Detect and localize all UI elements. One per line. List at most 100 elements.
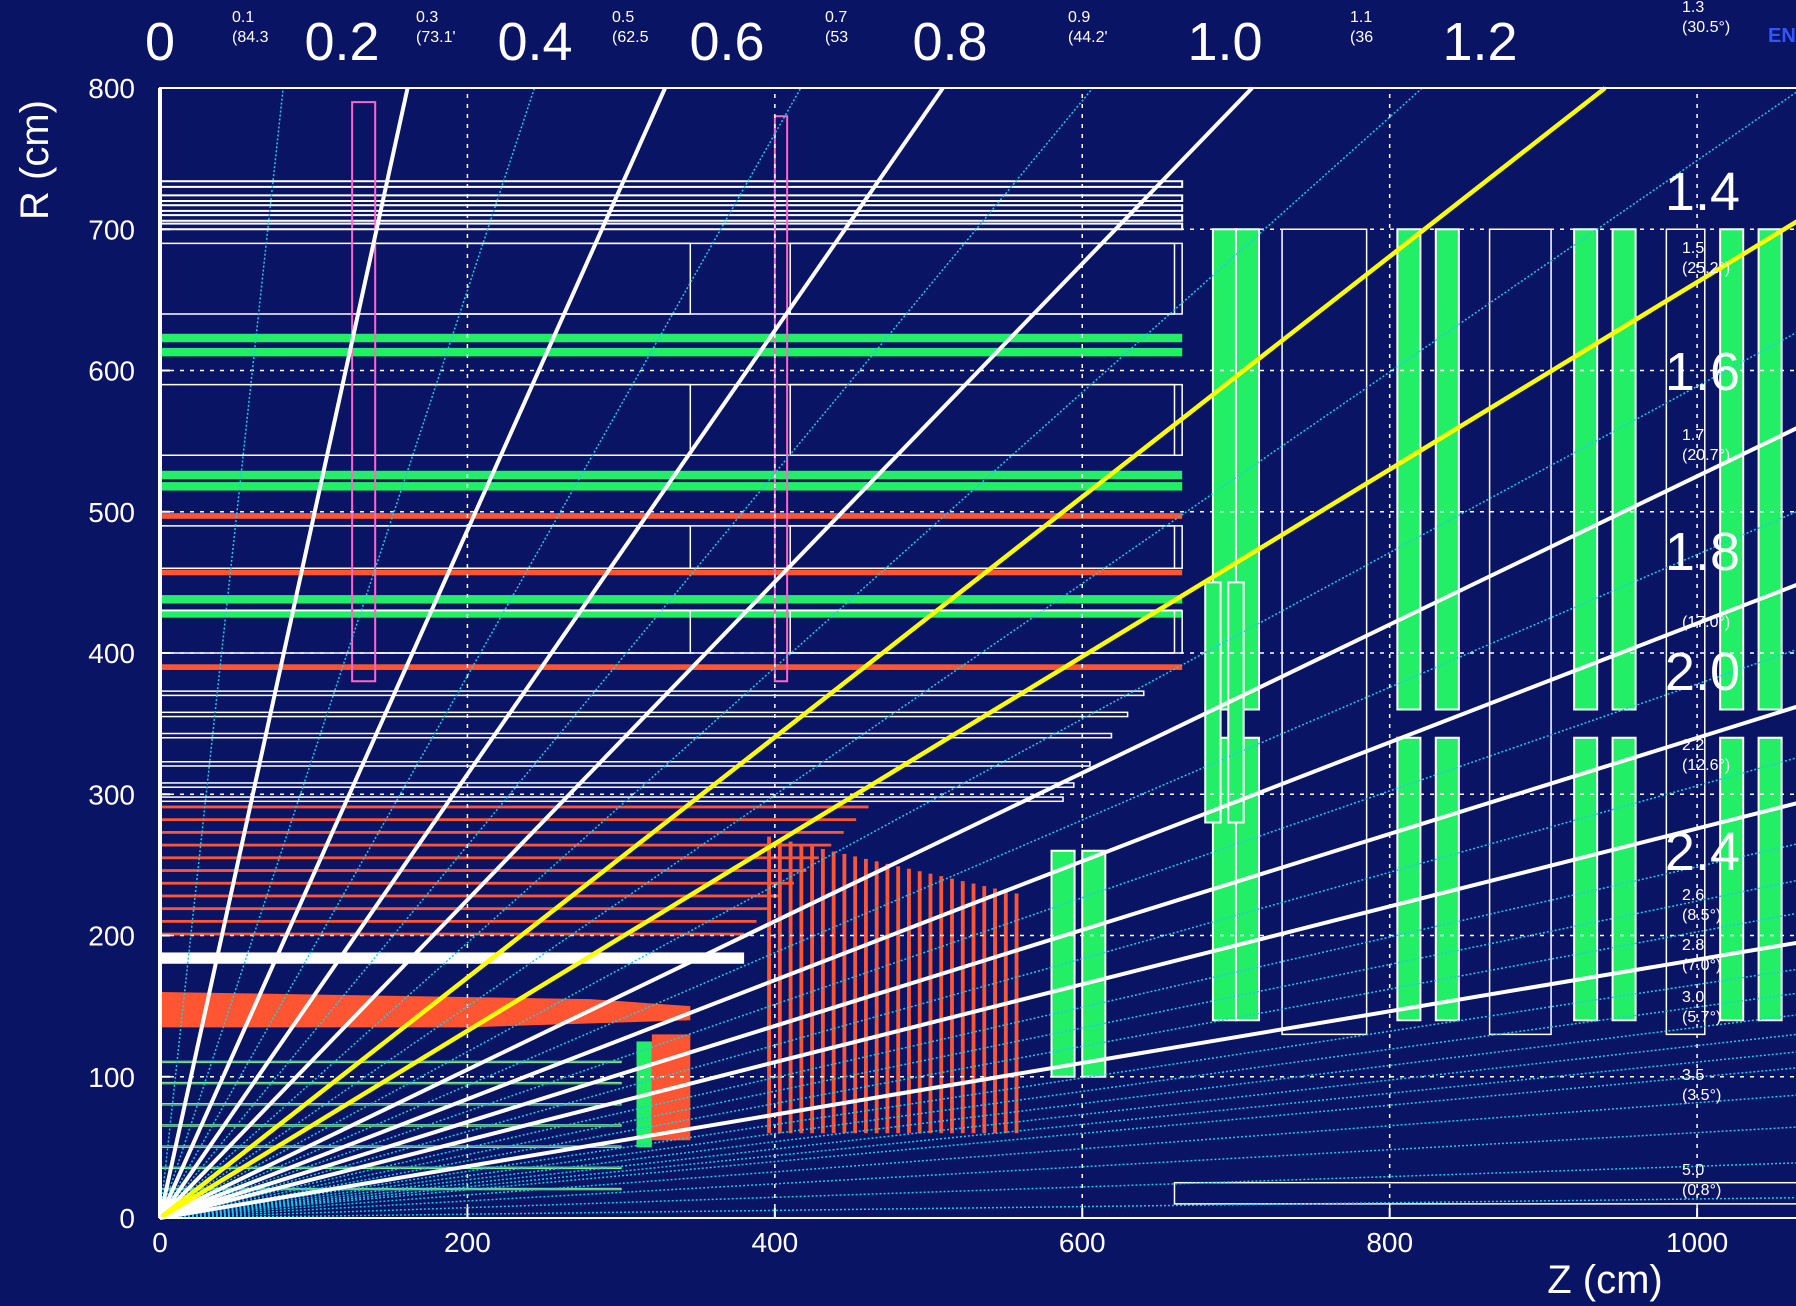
- white-eta-line: [158, 87, 667, 1219]
- x-tick-label: 200: [444, 1227, 491, 1258]
- cyan-eta-line: [159, 1067, 1796, 1219]
- hcal-endcap-layer: [885, 863, 890, 1134]
- y-tick-label: 0: [119, 1203, 135, 1234]
- angle-label-small: (3.5°): [1682, 1087, 1721, 1104]
- me1-chamber: [1050, 849, 1076, 1078]
- eta-label-small: 0.7: [825, 9, 847, 26]
- hcal-barrel-layer: [160, 818, 857, 822]
- yellow-eta-line: [158, 219, 1796, 1220]
- white-eta-line: [158, 87, 410, 1219]
- x-tick-label: 400: [751, 1227, 798, 1258]
- angle-label-small: (7.0°): [1682, 957, 1721, 974]
- angle-label-small: (30.5°): [1682, 19, 1730, 36]
- cyan-eta-line: [159, 87, 284, 1219]
- hcal-barrel-layer: [160, 869, 807, 872]
- angle-label-small: (8.5°): [1682, 907, 1721, 924]
- endcap-muon-chamber: [1611, 736, 1637, 1022]
- hcal-endcap-layer: [1014, 893, 1019, 1134]
- hcal-barrel-layer: [160, 932, 745, 936]
- cyan-eta-line: [159, 968, 1796, 1219]
- eta-label-small: 3.5: [1682, 1067, 1704, 1084]
- eta-label-big: 1.6: [1665, 342, 1740, 402]
- hcal-endcap-layer: [767, 836, 771, 1134]
- x-tick-label: 1000: [1666, 1227, 1728, 1258]
- cyan-eta-line: [159, 912, 1796, 1219]
- hcal-barrel-layer: [160, 907, 769, 911]
- endcap-muon-chamber: [1434, 736, 1460, 1022]
- detector-geometry: [159, 101, 1796, 1205]
- barrel-chamber-box: [789, 242, 1176, 315]
- corner-logo: EN: [1768, 25, 1796, 47]
- me1-chamber: [1204, 581, 1222, 824]
- cyan-eta-line: [159, 91, 1796, 1219]
- grid: [160, 88, 1796, 1218]
- y-tick-label: 600: [88, 356, 135, 387]
- angle-label-small: (17.0°): [1682, 614, 1730, 631]
- angle-label-small: (0.8°): [1682, 1182, 1721, 1199]
- eta-label-big: 1.0: [1187, 12, 1262, 72]
- white-eta-line: [159, 583, 1796, 1220]
- hcal-endcap-layer: [777, 839, 782, 1134]
- barrel-chamber-green: [160, 333, 1183, 343]
- hcal-endcap-layer: [842, 853, 847, 1134]
- hcal-endcap-layer: [917, 871, 922, 1134]
- eta-label-small: 2.8: [1682, 937, 1704, 954]
- eta-label-small: 3.0: [1682, 989, 1704, 1006]
- hcal-endcap-layer: [993, 888, 997, 1134]
- hcal-endcap-layer: [853, 856, 858, 1134]
- barrel-yoke-red: [160, 513, 1183, 519]
- eta-label-big: 1.8: [1665, 522, 1740, 582]
- angle-label-small: (53: [825, 29, 848, 46]
- hcal-endcap-layer: [960, 881, 965, 1134]
- endcap-yoke: [1281, 228, 1368, 1036]
- endcap-muon-chamber: [1611, 228, 1637, 711]
- angle-label-small: (12.6°): [1682, 757, 1730, 774]
- barrel-chamber-green: [160, 595, 1183, 604]
- x-tick-label: 600: [1059, 1227, 1106, 1258]
- me1-chamber: [1081, 849, 1107, 1078]
- barrel-chamber-box: [789, 525, 1176, 569]
- y-tick-label: 100: [88, 1062, 135, 1093]
- barrel-yoke-red: [160, 569, 1183, 576]
- eta-label-big: 1.4: [1665, 162, 1740, 222]
- barrel-chamber-green: [160, 482, 1183, 491]
- hcal-endcap-layer: [874, 861, 879, 1134]
- endcap-muon-chamber: [1434, 228, 1460, 711]
- x-axis-title: Z (cm): [1547, 1258, 1663, 1302]
- angle-label-small: (25.2°): [1682, 260, 1730, 277]
- barrel-yoke-red: [160, 664, 1183, 670]
- angle-label-small: (36: [1350, 29, 1373, 46]
- cyan-eta-line: [159, 87, 802, 1219]
- endcap-muon-chamber: [1396, 228, 1422, 711]
- eta-label-big: 0.4: [497, 12, 572, 72]
- cyan-eta-line: [159, 1051, 1796, 1219]
- cyan-eta-line: [159, 1033, 1796, 1219]
- eta-label-small: 2.6: [1682, 887, 1704, 904]
- y-tick-label: 300: [88, 779, 135, 810]
- cyan-eta-line: [159, 1162, 1796, 1219]
- eta-label-small: 0.1: [232, 9, 254, 26]
- endcap-muon-chamber: [1757, 228, 1783, 711]
- hcal-barrel-layer: [160, 856, 819, 860]
- angle-label-small: (73.1': [416, 29, 456, 46]
- endcap-muon-chamber: [1573, 736, 1599, 1022]
- y-axis-title: R (cm): [13, 100, 57, 220]
- barrel-chamber-green: [160, 347, 1183, 357]
- white-eta-line: [158, 86, 945, 1220]
- eta-label-small: 1.1: [1350, 9, 1372, 26]
- hcal-endcap-layer: [939, 876, 944, 1134]
- hcal-endcap-layer: [950, 878, 954, 1134]
- endcap-muon-chamber: [1396, 736, 1422, 1022]
- eta-labels: 0 0.2 0.4 0.6 0.8 1.0 1.2 1.4 1.6 1.8 2.0 2.4 0.1 (84…: [145, 0, 1740, 1199]
- axes: 0200400600800100012001400010020030040050…: [88, 73, 1796, 1258]
- hcal-endcap-layer: [907, 868, 911, 1134]
- eta-label-small: 2.2: [1682, 737, 1704, 754]
- eta-label-big: 0: [145, 12, 175, 72]
- eta-label-big: 0.6: [689, 12, 764, 72]
- cyan-eta-line: [159, 1014, 1796, 1219]
- angle-label-small: (44.2': [1068, 29, 1108, 46]
- hcal-endcap-layer: [896, 866, 901, 1134]
- cyan-eta-line: [159, 87, 1094, 1219]
- angle-label-small: (20.7°): [1682, 447, 1730, 464]
